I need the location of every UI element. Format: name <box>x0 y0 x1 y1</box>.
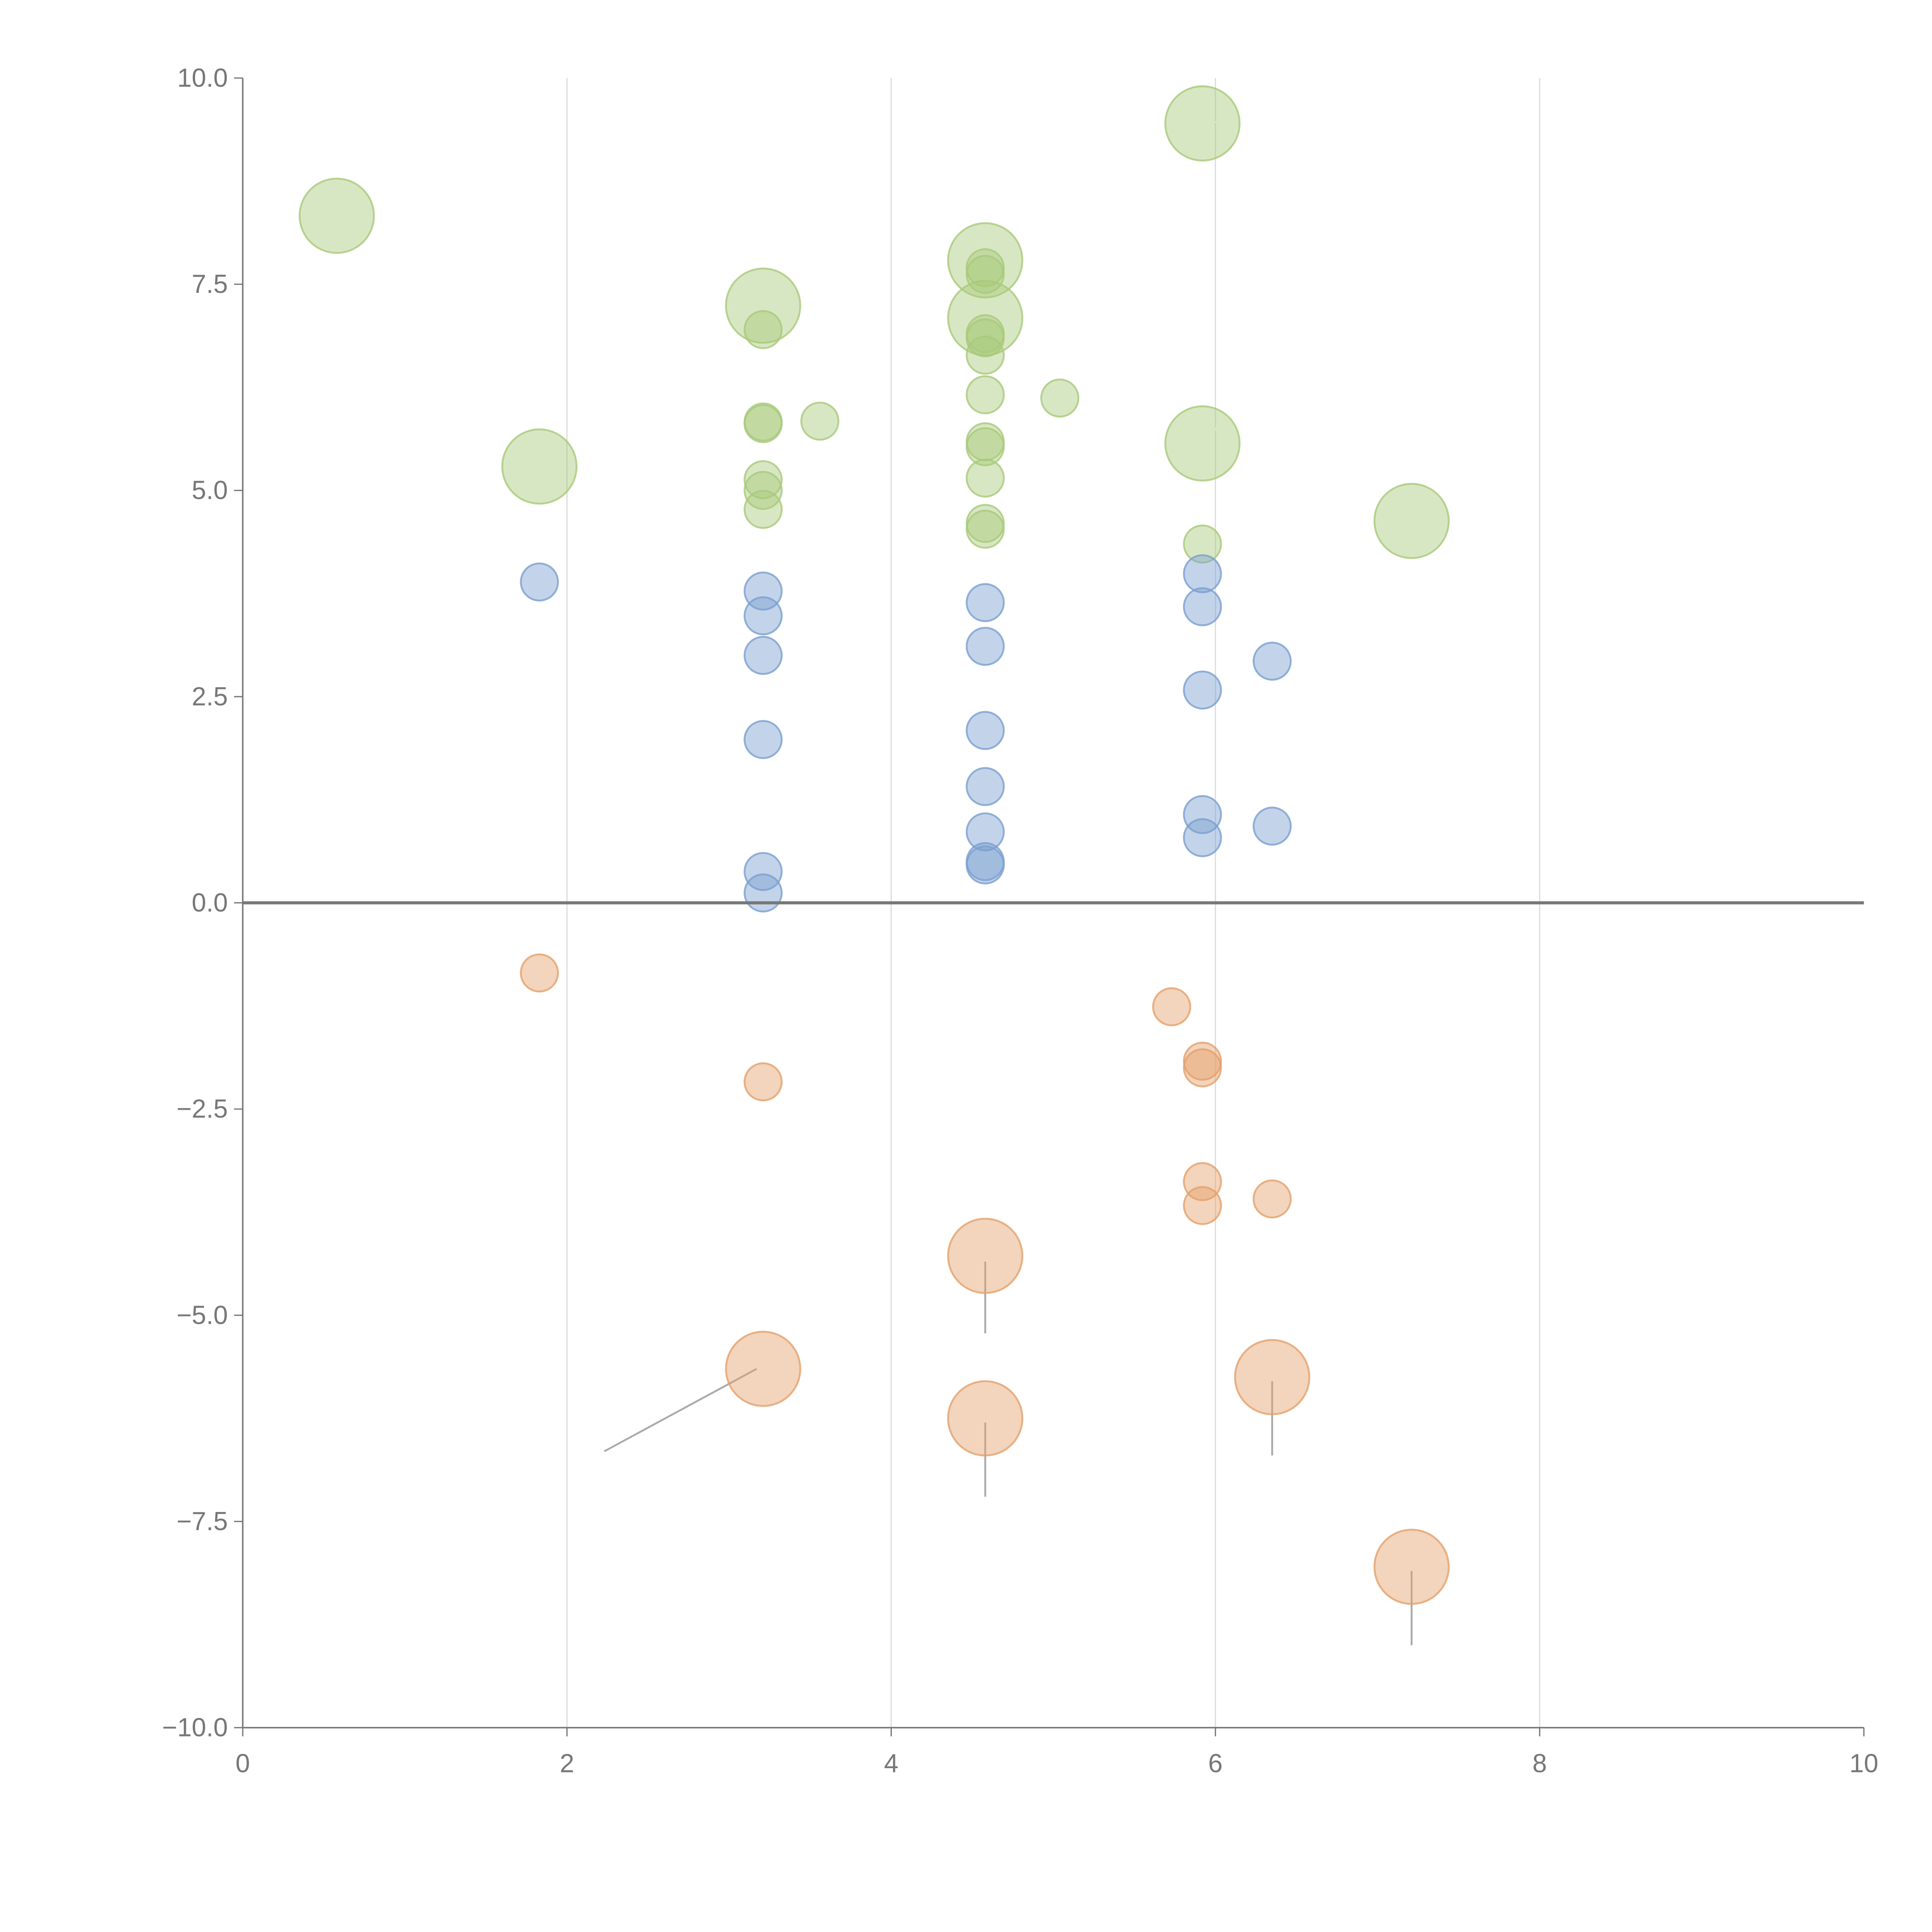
point-green <box>743 490 783 529</box>
point-orange <box>1183 1048 1222 1087</box>
y-tick-label: −2.5 <box>177 1095 228 1124</box>
point-orange <box>1373 1529 1450 1605</box>
point-blue <box>1183 554 1222 594</box>
point-blue <box>966 711 1005 750</box>
point-orange <box>947 1218 1024 1294</box>
point-blue <box>966 845 1005 884</box>
y-tick-label: 2.5 <box>192 682 228 711</box>
point-green <box>298 177 375 254</box>
point-green <box>743 310 783 349</box>
point-orange <box>1152 987 1191 1026</box>
point-green <box>966 375 1005 415</box>
y-tick-label: 0.0 <box>192 888 228 917</box>
point-blue <box>1183 670 1222 710</box>
y-tick-label: 10.0 <box>177 63 228 92</box>
x-tick-label: 6 <box>1208 1749 1223 1778</box>
point-green <box>1164 405 1241 482</box>
point-orange <box>725 1331 801 1407</box>
point-blue <box>966 812 1005 852</box>
point-green <box>1040 378 1080 418</box>
leader-line <box>1210 114 1240 124</box>
point-green <box>501 428 578 505</box>
x-tick-label: 2 <box>560 1749 574 1778</box>
point-green <box>1373 483 1450 559</box>
point-blue <box>520 562 559 602</box>
point-blue <box>743 852 783 891</box>
point-blue <box>1183 795 1222 834</box>
leader-line <box>1209 415 1225 437</box>
point-orange <box>1234 1339 1310 1415</box>
y-tick-label: −7.5 <box>177 1507 228 1536</box>
point-blue <box>1183 587 1222 626</box>
point-blue <box>743 636 783 675</box>
axes: 0 2 4 6 8 10 10.0 7.5 5.0 2.5 0.0 −2.5 −5.0 −7.5 −10.0 <box>162 63 1878 1778</box>
point-green <box>966 335 1005 375</box>
point-green <box>1183 524 1222 564</box>
point-green <box>966 318 1005 357</box>
point-blue <box>743 596 783 636</box>
point-green <box>966 427 1005 466</box>
point-orange <box>743 1062 783 1102</box>
point-blue <box>743 720 783 759</box>
point-blue <box>966 583 1005 622</box>
point-blue <box>1252 806 1292 846</box>
y-tick-label: 7.5 <box>192 270 228 299</box>
point-blue <box>966 767 1005 806</box>
point-blue <box>1252 641 1292 681</box>
leader-line <box>604 1368 757 1452</box>
point-green <box>966 510 1005 549</box>
point-green <box>966 458 1005 498</box>
point-blue <box>966 627 1005 666</box>
x-tick-label: 8 <box>1532 1749 1547 1778</box>
point-orange <box>520 953 559 993</box>
x-tick-label: 4 <box>884 1749 898 1778</box>
y-tick-label: −5.0 <box>177 1301 228 1330</box>
y-tick-label: −10.0 <box>162 1713 228 1742</box>
y-tick-label: 5.0 <box>192 476 228 505</box>
points <box>298 85 1450 1605</box>
point-blue <box>743 873 783 913</box>
point-orange <box>1183 1186 1222 1225</box>
point-green <box>743 404 783 443</box>
point-green <box>1164 85 1241 162</box>
point-green <box>800 401 840 441</box>
point-green <box>966 255 1005 294</box>
point-orange <box>1252 1179 1292 1219</box>
point-blue <box>1183 818 1222 857</box>
point-green <box>743 460 783 499</box>
x-tick-label: 10 <box>1849 1749 1878 1778</box>
point-orange <box>1183 1162 1222 1201</box>
point-orange <box>947 1380 1024 1457</box>
x-tick-label: 0 <box>235 1749 250 1778</box>
